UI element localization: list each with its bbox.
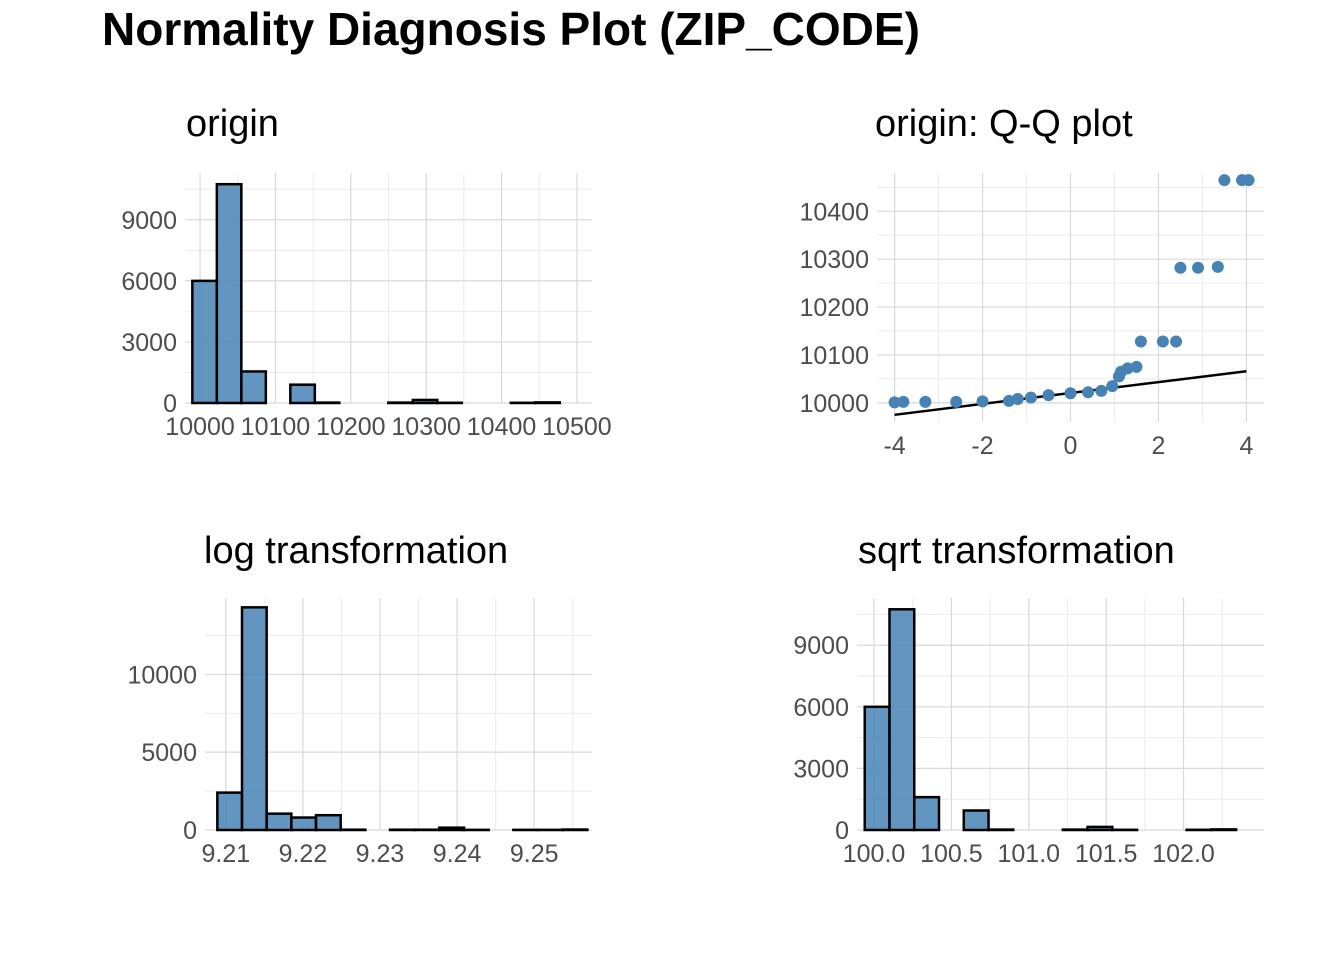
histogram-bar [240,370,268,405]
y-tick-label: 0 [183,817,197,845]
qq-point [950,395,963,408]
qq-point [1121,362,1134,375]
y-tick-label: 10300 [799,246,869,274]
x-tick-label: 9.22 [279,840,328,868]
x-tick-label: 100.0 [843,840,906,868]
x-tick-label: 10300 [391,413,461,441]
y-tick-label: 9000 [793,632,849,660]
y-tick-label: 3000 [121,329,177,357]
x-tick-label: 100.5 [920,840,983,868]
y-tick-label: 0 [163,390,177,418]
y-tick-label: 0 [835,817,849,845]
histogram-bar [289,383,317,405]
x-tick-label: 10400 [467,413,537,441]
qq-point [888,396,901,409]
panel-title-sqrt: sqrt transformation [858,530,1175,572]
x-tick-label: 10100 [241,413,311,441]
qq-point [1064,387,1077,400]
histogram-bar [216,791,244,832]
histogram-bar [888,608,916,832]
page-title: Normality Diagnosis Plot (ZIP_CODE) [102,3,920,55]
panel-title-origin: origin [186,103,279,145]
x-tick-label: 101.5 [1075,840,1138,868]
qq-plot-origin: origin: Q-Q plot 10000 10100 10200 10300 104… [799,103,1264,460]
y-tick-label: 10100 [799,342,869,370]
qq-point [1174,261,1187,274]
qq-point [1192,261,1205,274]
qq-point [1218,174,1231,187]
histogram-origin: origin 0 3000 6000 9000 10000 10100 10200 10300… [121,103,612,441]
qq-point [1106,380,1119,393]
qq-point [976,395,989,408]
histogram-bar [863,705,891,832]
histogram-bar [534,401,562,405]
x-tick-label: 102.0 [1152,840,1215,868]
x-tick-label: 10200 [316,413,386,441]
x-tick-label: 101.0 [997,840,1060,868]
histogram-bar [314,813,342,832]
histogram-bar [290,816,318,832]
histogram-bar [215,182,243,405]
x-tick-label: 0 [1064,432,1078,460]
qq-point [1156,335,1169,348]
x-tick-label: 9.23 [356,840,405,868]
x-tick-label: 9.24 [433,840,482,868]
y-tick-label: 6000 [793,694,849,722]
qq-point [1134,335,1147,348]
qq-point [1082,386,1095,399]
x-tick-label: 9.25 [510,840,559,868]
y-tick-label: 5000 [141,739,197,767]
histogram-bar [240,606,268,832]
x-tick-label: -2 [971,432,993,460]
histogram-bar [962,809,990,832]
y-tick-label: 10000 [799,390,869,418]
qq-point [1024,391,1037,404]
x-tick-label: 10000 [165,413,235,441]
histogram-log: log transformation 0 5000 10000 9.21 9.22 9.2… [127,530,592,868]
qq-point [919,395,932,408]
qq-point [1011,393,1024,406]
qq-point [1042,389,1055,402]
x-tick-label: 10500 [542,413,612,441]
histogram-bar [265,812,293,832]
panel-title-qq: origin: Q-Q plot [875,103,1133,145]
y-tick-label: 10000 [127,661,197,689]
x-tick-label: 9.21 [201,840,250,868]
y-tick-label: 3000 [793,755,849,783]
y-tick-label: 9000 [121,207,177,235]
x-tick-label: 4 [1239,432,1253,460]
y-tick-label: 10200 [799,294,869,322]
histogram-bar [438,826,466,832]
histogram-sqrt: sqrt transformation 0 3000 6000 9000 100.0 10… [793,530,1264,868]
histogram-bar [1086,825,1114,832]
y-tick-label: 10400 [799,198,869,226]
qq-point [1170,335,1183,348]
y-tick-label: 6000 [121,268,177,296]
qq-point [1242,174,1255,187]
histogram-bar [191,279,219,405]
x-tick-label: -4 [883,432,905,460]
x-tick-label: 2 [1152,432,1166,460]
qq-point [1095,384,1108,397]
histogram-bar [411,398,439,405]
qq-point [1130,360,1143,373]
histogram-bar [913,795,941,832]
qq-point [897,395,910,408]
panel-title-log: log transformation [204,530,508,572]
qq-point [1211,260,1224,273]
histogram-bar [1210,828,1238,832]
